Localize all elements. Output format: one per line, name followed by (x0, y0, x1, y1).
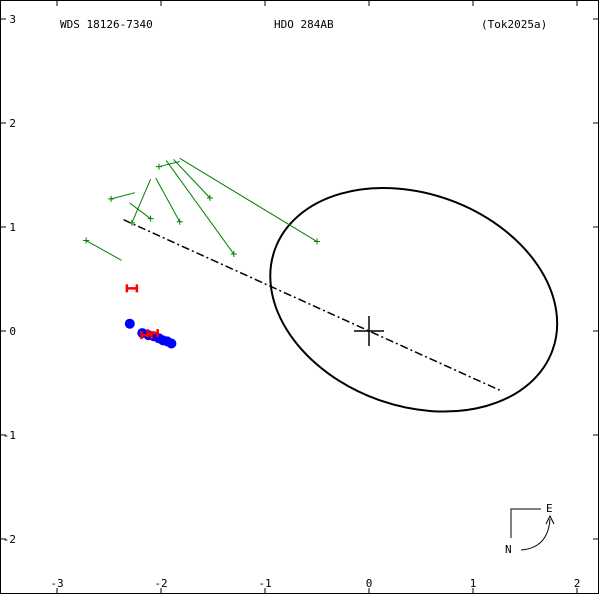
residual-line (110, 192, 136, 200)
residual-line (131, 178, 152, 224)
x-tick-label: 1 (470, 577, 477, 590)
residual-line (155, 177, 181, 223)
y-tick-label: 0 (9, 325, 16, 338)
reference-label: (Tok2025a) (481, 18, 547, 31)
wds-label: WDS 18126-7340 (60, 18, 153, 31)
observation-plus-marker (147, 215, 154, 222)
speckle-points-group (125, 284, 159, 340)
residual-line (165, 160, 235, 255)
speckle-point (125, 284, 139, 293)
micrometer-point (124, 318, 135, 329)
observation-plus-marker (83, 237, 90, 244)
micrometer-point (166, 338, 177, 349)
residual-line (179, 157, 318, 242)
x-tick-label: 0 (366, 577, 373, 590)
observation-plus-marker (176, 218, 183, 225)
observation-plus-marker (155, 163, 162, 170)
x-tick-label: 2 (574, 577, 581, 590)
x-tick-label: -2 (154, 577, 167, 590)
orbit-ellipse (269, 187, 559, 413)
observation-plus-marker (230, 251, 237, 258)
y-tick-label: -1 (3, 429, 16, 442)
residual-lines-group (83, 157, 320, 261)
speckle-point (146, 329, 159, 338)
y-tick-label: -2 (3, 533, 16, 546)
x-tick-label: -1 (258, 577, 271, 590)
y-tick-label: 1 (9, 221, 16, 234)
residual-line (173, 159, 211, 199)
residual-line (129, 202, 151, 220)
compass: E N (505, 502, 555, 556)
x-tick-label: -3 (50, 577, 63, 590)
line-of-nodes-group (123, 219, 503, 393)
primary-star-group (354, 316, 384, 346)
observation-plus-marker (314, 238, 320, 245)
observation-plus-marker (128, 219, 135, 226)
observation-plus-marker (206, 194, 213, 201)
line-of-nodes (123, 219, 503, 393)
compass-arrowhead (545, 514, 555, 525)
y-tick-label: 3 (9, 13, 16, 26)
observation-plus-marker (108, 195, 115, 202)
compass-frame (510, 508, 541, 538)
residual-line (85, 240, 122, 261)
orbit-ellipse-group (269, 187, 559, 413)
compass-north-label: N (505, 543, 512, 556)
y-tick-label: 2 (9, 117, 16, 130)
discoverer-label: HDO 284AB (274, 18, 334, 31)
compass-east-label: E (546, 502, 553, 515)
axis-tick-labels: -3 -2 -1 0 1 2 3 2 1 0 -1 -2 (3, 13, 581, 590)
primary-star-marker (354, 316, 384, 346)
compass-arrow (520, 518, 551, 551)
